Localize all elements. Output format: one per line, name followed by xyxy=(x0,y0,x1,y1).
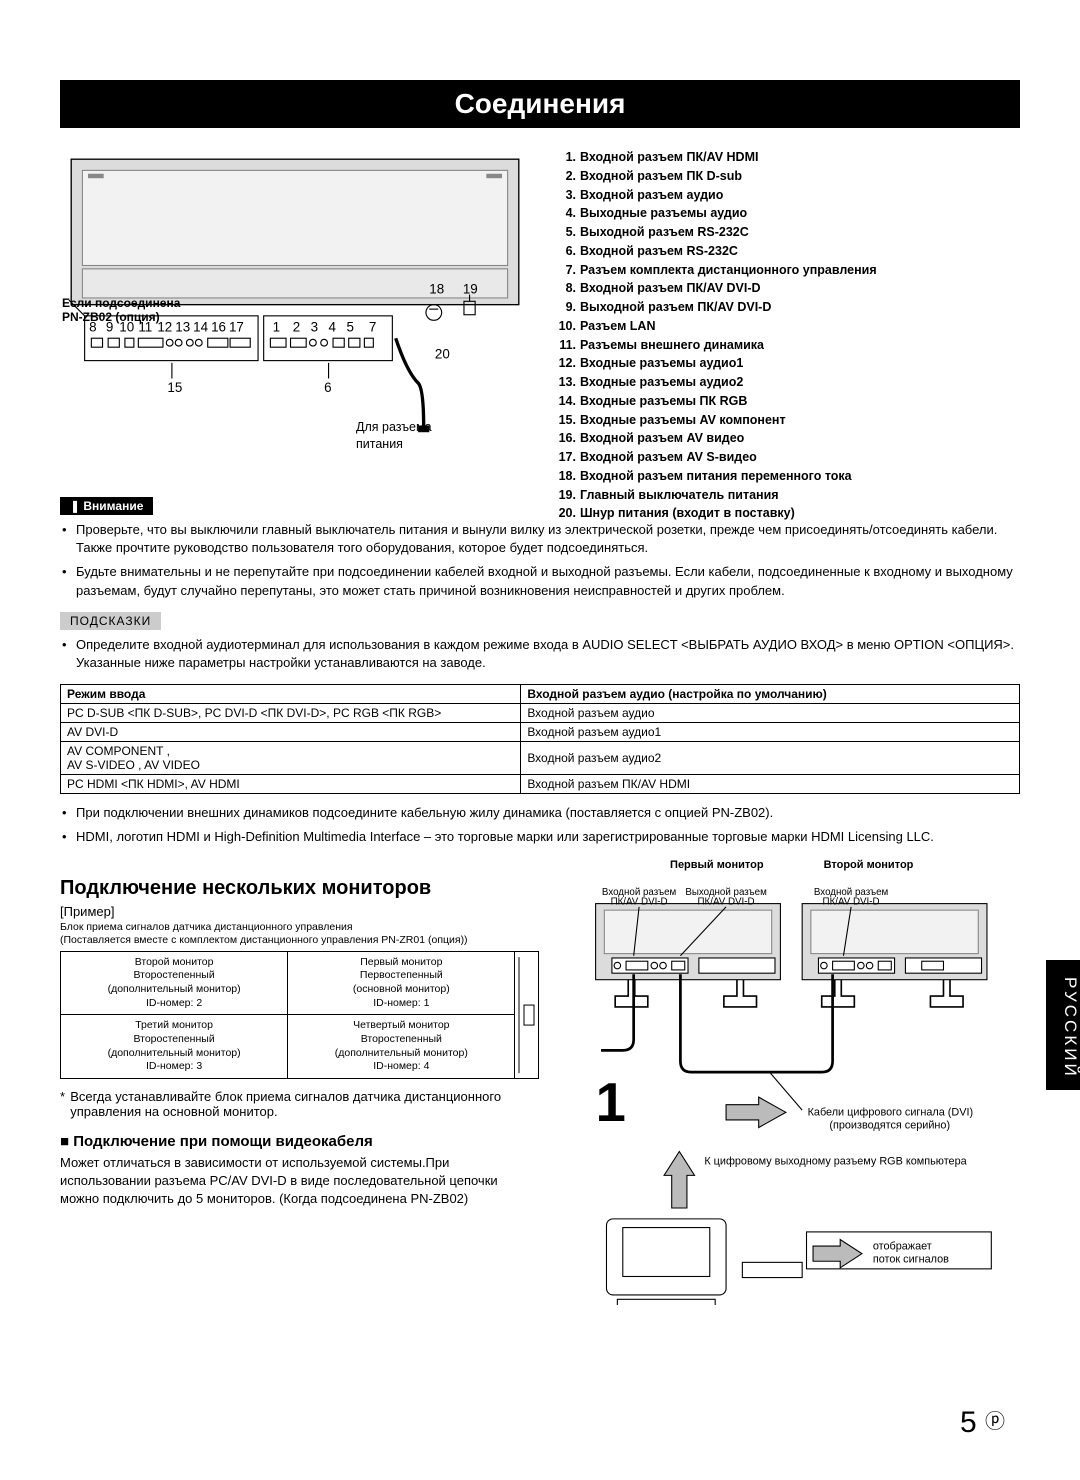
svg-text:19: 19 xyxy=(463,281,478,296)
svg-text:(производятся серийно): (производятся серийно) xyxy=(830,1119,951,1131)
legend-item: 19.Главный выключатель питания xyxy=(550,486,1020,505)
option-label-1: Если подсоединена xyxy=(62,296,532,310)
bullet-item: Определите входной аудиотерминал для исп… xyxy=(60,636,1020,672)
legend-item: 5.Выходной разъем RS-232C xyxy=(550,223,1020,242)
page-number: 5 ⓟ xyxy=(960,1405,1005,1440)
legend-item: 3.Входной разъем аудио xyxy=(550,186,1020,205)
svg-text:18: 18 xyxy=(429,281,444,296)
col-mode: Режим ввода xyxy=(61,685,521,704)
svg-text:поток сигналов: поток сигналов xyxy=(873,1253,949,1265)
caution-badge: Внимание xyxy=(60,497,153,515)
legend-item: 2.Входной разъем ПК D-sub xyxy=(550,167,1020,186)
tips-list-1: Определите входной аудиотерминал для исп… xyxy=(60,636,1020,672)
terminal-legend: 1.Входной разъем ПК/AV HDMI2.Входной раз… xyxy=(550,148,1020,523)
power-note-1: Для разъема xyxy=(356,420,432,434)
legend-item: 12.Входные разъемы аудио1 xyxy=(550,354,1020,373)
diag-num-15: 15 xyxy=(167,380,182,395)
svg-text:ПК/AV DVI-D: ПК/AV DVI-D xyxy=(823,896,880,907)
monitor-cell: Четвертый мониторВторостепенный(дополнит… xyxy=(288,1015,515,1079)
mode-table: Режим ввода Входной разъем аудио (настро… xyxy=(60,684,1020,794)
second-monitor-label: Второй монитор xyxy=(824,859,914,871)
star-note: *Всегда устанавливайте блок приема сигна… xyxy=(60,1089,539,1119)
multi-monitor-heading: Подключение нескольких мониторов xyxy=(60,877,539,900)
svg-text:ПК/AV DVI-D: ПК/AV DVI-D xyxy=(611,896,668,907)
col-audio: Входной разъем аудио (настройка по умолч… xyxy=(521,685,1020,704)
terminal-diagram: 15 6 18 19 20 8910 111213 xyxy=(60,148,530,523)
monitor-grid: Второй мониторВторостепенный(дополнитель… xyxy=(60,951,515,1079)
legend-item: 10.Разъем LAN xyxy=(550,317,1020,336)
monitor-cell: Второй мониторВторостепенный(дополнитель… xyxy=(61,951,288,1015)
legend-item: 1.Входной разъем ПК/AV HDMI xyxy=(550,148,1020,167)
svg-text:ПК/AV DVI-D: ПК/AV DVI-D xyxy=(698,896,755,907)
svg-text:Кабели цифрового сигнала (DVI): Кабели цифрового сигнала (DVI) xyxy=(808,1106,974,1118)
svg-text:1: 1 xyxy=(596,1072,626,1133)
option-label-2: PN-ZB02 (опция) xyxy=(62,310,532,324)
power-note-2: питания xyxy=(356,437,403,451)
legend-item: 7.Разъем комплекта дистанционного управл… xyxy=(550,261,1020,280)
svg-text:20: 20 xyxy=(435,346,450,361)
example-label: [Пример] xyxy=(60,904,539,919)
legend-item: 8.Входной разъем ПК/AV DVI-D xyxy=(550,279,1020,298)
legend-item: 6.Входной разъем RS-232C xyxy=(550,242,1020,261)
page-title: Соединения xyxy=(60,80,1020,128)
legend-item: 17.Входной разъем AV S-видео xyxy=(550,448,1020,467)
diag-num-6: 6 xyxy=(324,380,331,395)
monitor-cell: Третий мониторВторостепенный(дополнитель… xyxy=(61,1015,288,1079)
bullet-item: Будьте внимательны и не перепутайте при … xyxy=(60,563,1020,599)
example-caption: Блок приема сигналов датчика дистанционн… xyxy=(60,921,539,947)
legend-item: 13.Входные разъемы аудио2 xyxy=(550,373,1020,392)
svg-text:К цифровому выходному разъему: К цифровому выходному разъему RGB компью… xyxy=(705,1155,968,1167)
bullet-item: HDMI, логотип HDMI и High-Definition Mul… xyxy=(60,828,1020,846)
table-row: PC D-SUB <ПК D-SUB>, PC DVI-D <ПК DVI-D>… xyxy=(61,704,1020,723)
top-section: 15 6 18 19 20 8910 111213 xyxy=(60,148,1020,523)
legend-item: 9.Выходной разъем ПК/AV DVI-D xyxy=(550,298,1020,317)
legend-item: 15.Входные разъемы AV компонент xyxy=(550,411,1020,430)
monitor-cell: Первый мониторПервостепенный(основной мо… xyxy=(288,951,515,1015)
table-row: PC HDMI <ПК HDMI>, AV HDMIВходной разъем… xyxy=(61,775,1020,794)
legend-item: 11.Разъемы внешнего динамика xyxy=(550,336,1020,355)
legend-item: 16.Входной разъем AV видео xyxy=(550,429,1020,448)
legend-item: 18.Входной разъем питания переменного то… xyxy=(550,467,1020,486)
bullet-item: Проверьте, что вы выключили главный выкл… xyxy=(60,521,1020,557)
svg-text:отображает: отображает xyxy=(873,1240,932,1252)
legend-item: 14.Входные разъемы ПК RGB xyxy=(550,392,1020,411)
caution-list: Проверьте, что вы выключили главный выкл… xyxy=(60,521,1020,600)
first-monitor-label: Первый монитор xyxy=(670,859,764,871)
language-tab: РУССКИЙ xyxy=(1046,960,1080,1090)
tips-badge: ПОДСКАЗКИ xyxy=(60,612,161,630)
table-row: AV DVI-DВходной разъем аудио1 xyxy=(61,723,1020,742)
legend-item: 4.Выходные разъемы аудио xyxy=(550,204,1020,223)
video-cable-heading: Подключение при помощи видеокабеля xyxy=(60,1133,539,1150)
connection-diagram: Первый монитор Второй монитор xyxy=(563,859,1020,1311)
tips-list-2: При подключении внешних динамиков подсое… xyxy=(60,804,1020,846)
bullet-item: При подключении внешних динамиков подсое… xyxy=(60,804,1020,822)
table-row: AV COMPONENT ,AV S-VIDEO , AV VIDEO Вход… xyxy=(61,742,1020,775)
video-cable-body: Может отличаться в зависимости от исполь… xyxy=(60,1154,539,1209)
